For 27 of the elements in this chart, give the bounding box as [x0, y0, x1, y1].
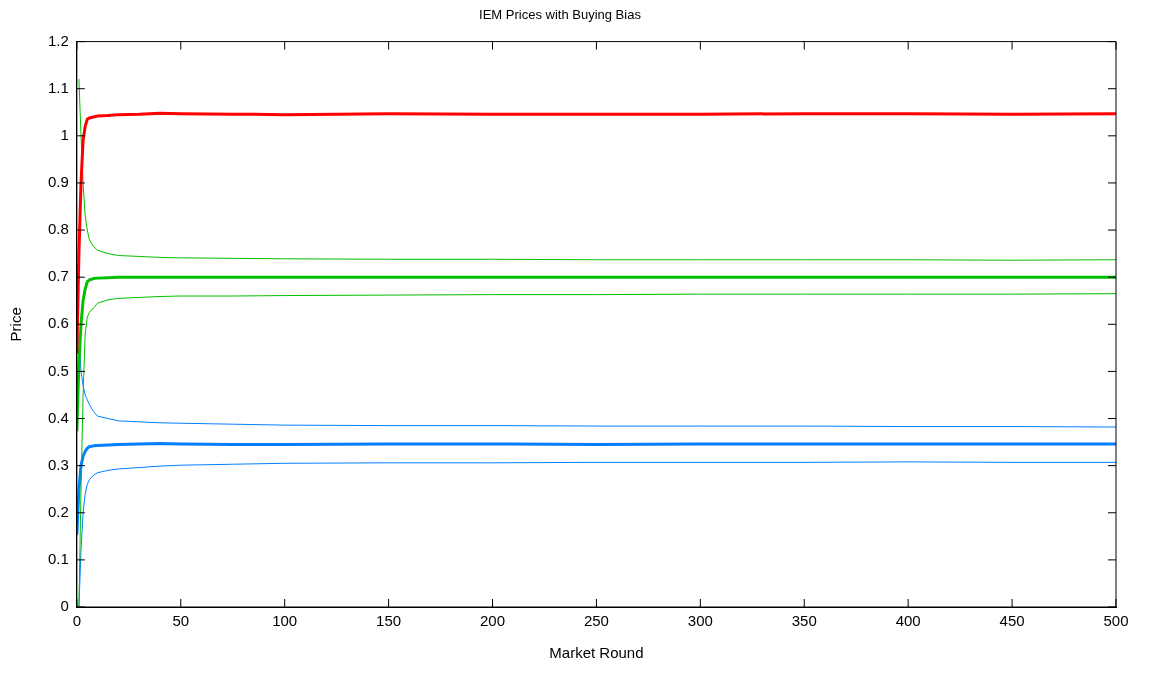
x-tick-label: 100	[272, 612, 298, 630]
y-tick-label: 0.4	[47, 408, 69, 426]
x-tick-label: 200	[480, 612, 506, 630]
x-tick-label: 0	[72, 612, 82, 630]
x-tick-label: 50	[172, 612, 190, 630]
x-axis-title: Market Round	[549, 644, 644, 662]
x-tick-label: 400	[895, 612, 921, 630]
chart-title: IEM Prices with Buying Bias	[479, 7, 642, 23]
y-tick-label: 0.1	[47, 550, 69, 568]
y-tick-label: 0.5	[47, 361, 69, 379]
x-tick-label: 500	[1103, 612, 1129, 630]
y-tick-label: 0.7	[47, 267, 69, 285]
y-tick-label: 1.2	[47, 31, 69, 49]
y-tick-label: 0.2	[47, 502, 69, 520]
y-tick-label: 0.9	[47, 173, 69, 191]
y-tick-label: 0	[60, 597, 69, 615]
x-tick-label: 450	[999, 612, 1025, 630]
x-tick-label: 300	[687, 612, 713, 630]
x-tick-label: 350	[791, 612, 817, 630]
y-tick-label: 0.6	[47, 314, 69, 332]
x-tick-label: 150	[376, 612, 402, 630]
y-tick-label: 1.1	[47, 78, 69, 96]
y-tick-label: 0.3	[47, 455, 69, 473]
y-tick-label: 1	[60, 125, 69, 143]
y-axis-title: Price	[7, 307, 25, 342]
y-tick-label: 0.8	[47, 220, 69, 238]
x-tick-label: 250	[583, 612, 609, 630]
